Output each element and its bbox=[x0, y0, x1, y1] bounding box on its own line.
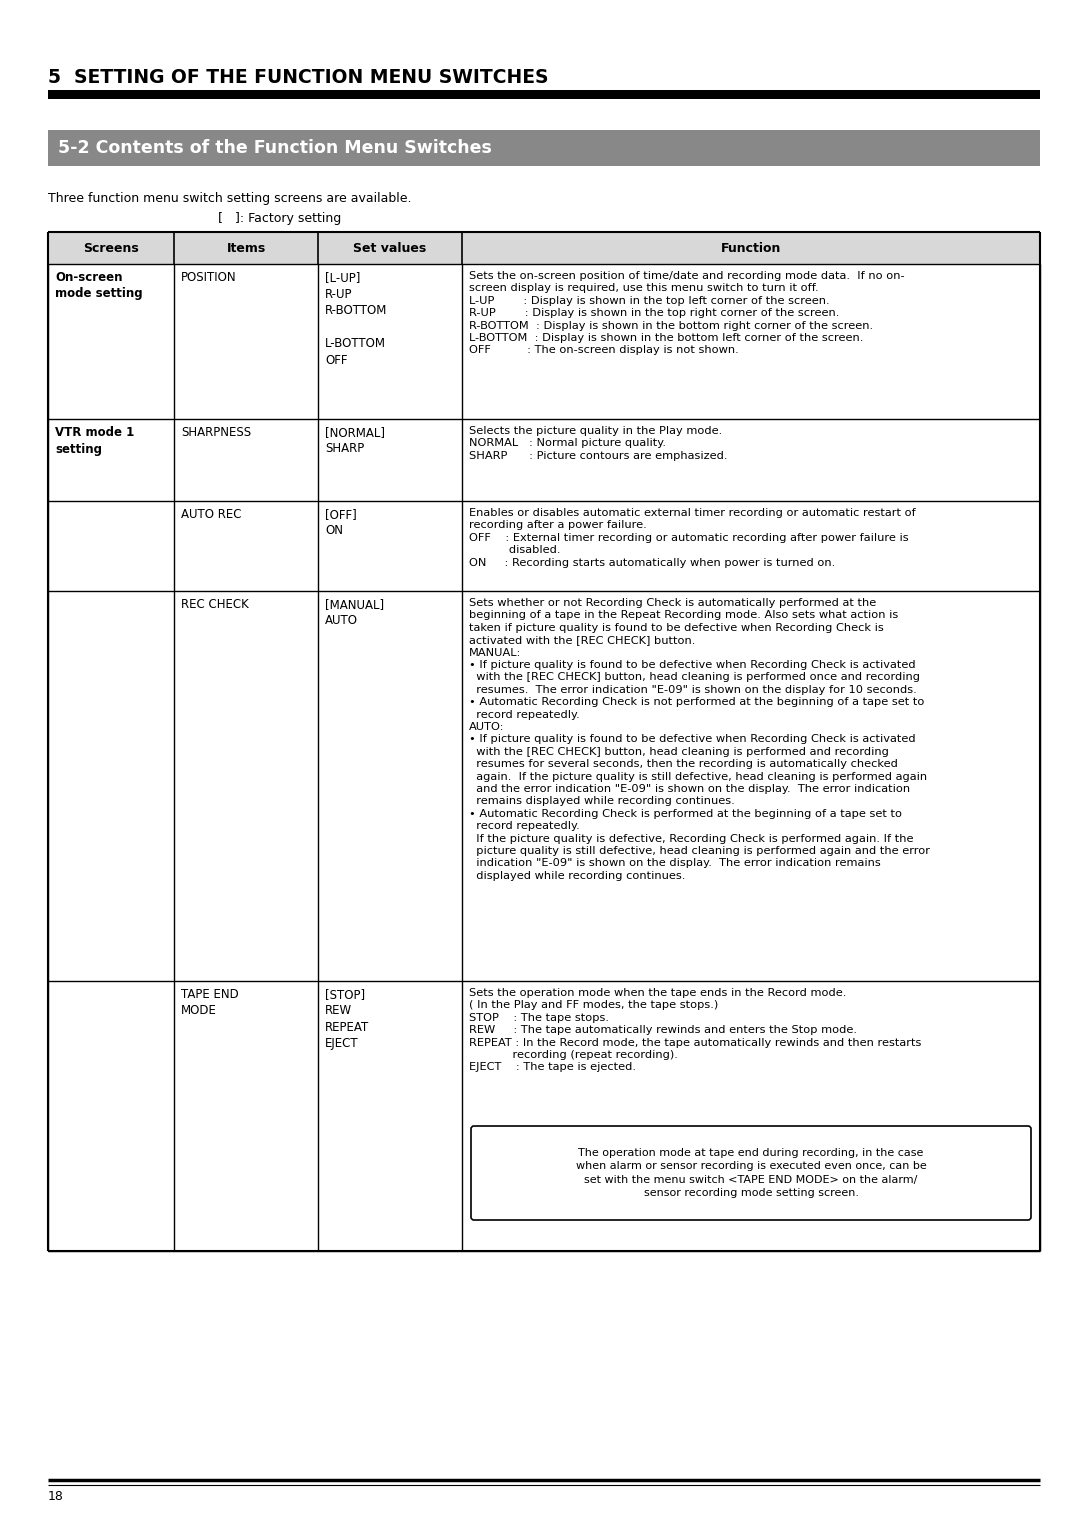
Text: Items: Items bbox=[227, 241, 266, 255]
Text: 5-2 Contents of the Function Menu Switches: 5-2 Contents of the Function Menu Switch… bbox=[58, 139, 491, 157]
Text: Selects the picture quality in the Play mode.
NORMAL   : Normal picture quality.: Selects the picture quality in the Play … bbox=[469, 426, 728, 461]
Text: Screens: Screens bbox=[83, 241, 139, 255]
Text: [MANUAL]
AUTO: [MANUAL] AUTO bbox=[325, 597, 384, 628]
Text: 5  SETTING OF THE FUNCTION MENU SWITCHES: 5 SETTING OF THE FUNCTION MENU SWITCHES bbox=[48, 69, 549, 87]
Text: Set values: Set values bbox=[353, 241, 427, 255]
Text: Sets whether or not Recording Check is automatically performed at the
beginning : Sets whether or not Recording Check is a… bbox=[469, 597, 930, 880]
Text: 18: 18 bbox=[48, 1490, 64, 1504]
Text: Sets the operation mode when the tape ends in the Record mode.
( In the Play and: Sets the operation mode when the tape en… bbox=[469, 989, 921, 1073]
Text: [OFF]
ON: [OFF] ON bbox=[325, 507, 356, 538]
Text: [   ]: Factory setting: [ ]: Factory setting bbox=[218, 212, 341, 225]
Text: VTR mode 1
setting: VTR mode 1 setting bbox=[55, 426, 134, 455]
Text: TAPE END
MODE: TAPE END MODE bbox=[181, 989, 239, 1018]
Text: AUTO REC: AUTO REC bbox=[181, 507, 242, 521]
Bar bbox=[48, 90, 1040, 99]
Text: REC CHECK: REC CHECK bbox=[181, 597, 248, 611]
Text: On-screen
mode setting: On-screen mode setting bbox=[55, 270, 143, 301]
Text: SHARPNESS: SHARPNESS bbox=[181, 426, 252, 439]
Text: [STOP]
REW
REPEAT
EJECT: [STOP] REW REPEAT EJECT bbox=[325, 989, 369, 1051]
Text: [L-UP]
R-UP
R-BOTTOM

L-BOTTOM
OFF: [L-UP] R-UP R-BOTTOM L-BOTTOM OFF bbox=[325, 270, 388, 367]
Text: [NORMAL]
SHARP: [NORMAL] SHARP bbox=[325, 426, 384, 455]
Text: POSITION: POSITION bbox=[181, 270, 237, 284]
Bar bbox=[48, 130, 1040, 167]
Text: Sets the on-screen position of time/date and recording mode data.  If no on-
scr: Sets the on-screen position of time/date… bbox=[469, 270, 905, 356]
Text: The operation mode at tape end during recording, in the case
when alarm or senso: The operation mode at tape end during re… bbox=[576, 1148, 927, 1198]
Text: Function: Function bbox=[720, 241, 781, 255]
Text: Enables or disables automatic external timer recording or automatic restart of
r: Enables or disables automatic external t… bbox=[469, 507, 916, 567]
FancyBboxPatch shape bbox=[471, 1126, 1031, 1219]
Bar bbox=[48, 232, 1040, 264]
Text: Three function menu switch setting screens are available.: Three function menu switch setting scree… bbox=[48, 193, 411, 205]
